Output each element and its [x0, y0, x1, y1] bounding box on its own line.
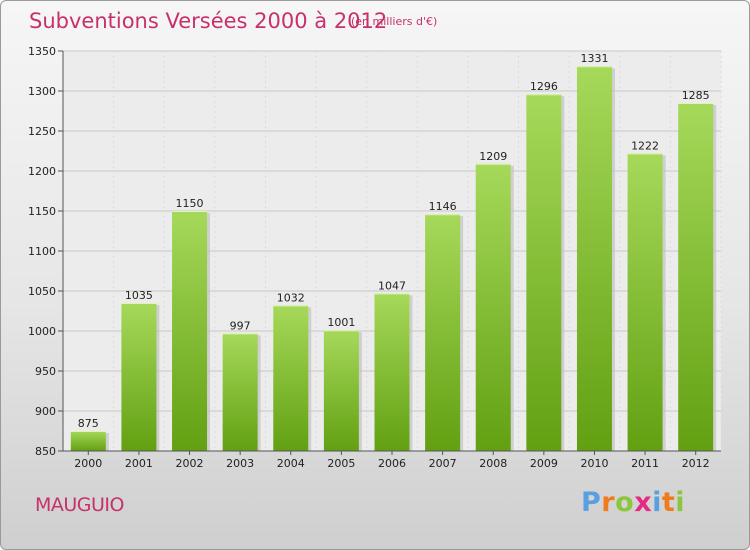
bar-2000 [71, 431, 106, 451]
data-label: 1296 [530, 80, 558, 93]
bar-2011 [628, 153, 663, 451]
bar-2001 [121, 303, 156, 451]
bar-2002 [172, 211, 207, 451]
bar-2007 [425, 214, 460, 451]
bar-2003 [223, 333, 258, 451]
y-tick-label: 1050 [28, 285, 56, 298]
data-label: 1150 [176, 197, 204, 210]
y-tick-label: 1000 [28, 325, 56, 338]
bar-2009 [526, 94, 561, 451]
data-label: 1331 [580, 52, 608, 65]
data-label: 1222 [631, 139, 659, 152]
x-tick-label: 2008 [479, 457, 507, 470]
logo-letter: x [634, 487, 652, 518]
data-label: 1146 [429, 200, 457, 213]
y-tick-label: 1100 [28, 245, 56, 258]
town-name: MAUGUIO [35, 494, 124, 516]
y-tick-label: 850 [35, 445, 56, 458]
x-tick-label: 2001 [125, 457, 153, 470]
logo-letter: r [601, 487, 615, 518]
x-tick-label: 2003 [226, 457, 254, 470]
y-tick-label: 1300 [28, 85, 56, 98]
logo-letter: P [581, 487, 601, 518]
logo-letter: i [675, 487, 685, 518]
x-tick-label: 2002 [176, 457, 204, 470]
data-label: 1001 [327, 316, 355, 329]
x-tick-label: 2000 [74, 457, 102, 470]
bar-2008 [476, 164, 511, 451]
y-tick-label: 900 [35, 405, 56, 418]
data-label: 997 [230, 319, 251, 332]
y-tick-label: 950 [35, 365, 56, 378]
data-label: 1209 [479, 150, 507, 163]
x-tick-label: 2006 [378, 457, 406, 470]
bar-2005 [324, 330, 359, 451]
proxiti-logo[interactable]: Proxiti [581, 487, 685, 518]
bar-2012 [678, 103, 713, 451]
bar-2004 [273, 305, 308, 451]
y-tick-label: 1150 [28, 205, 56, 218]
x-tick-label: 2010 [580, 457, 608, 470]
x-tick-label: 2007 [429, 457, 457, 470]
x-tick-label: 2005 [327, 457, 355, 470]
x-tick-label: 2012 [682, 457, 710, 470]
x-tick-label: 2011 [631, 457, 659, 470]
data-label: 1047 [378, 279, 406, 292]
bar-2006 [375, 293, 410, 451]
y-tick-label: 1250 [28, 125, 56, 138]
logo-letter: t [662, 487, 675, 518]
logo-letter: o [615, 487, 634, 518]
data-label: 1035 [125, 289, 153, 302]
x-tick-label: 2009 [530, 457, 558, 470]
x-tick-label: 2004 [277, 457, 305, 470]
logo-letter: i [652, 487, 662, 518]
data-label: 1285 [682, 89, 710, 102]
y-tick-label: 1200 [28, 165, 56, 178]
data-label: 1032 [277, 291, 305, 304]
bar-2010 [577, 66, 612, 451]
y-tick-label: 1350 [28, 45, 56, 58]
data-label: 875 [78, 417, 99, 430]
